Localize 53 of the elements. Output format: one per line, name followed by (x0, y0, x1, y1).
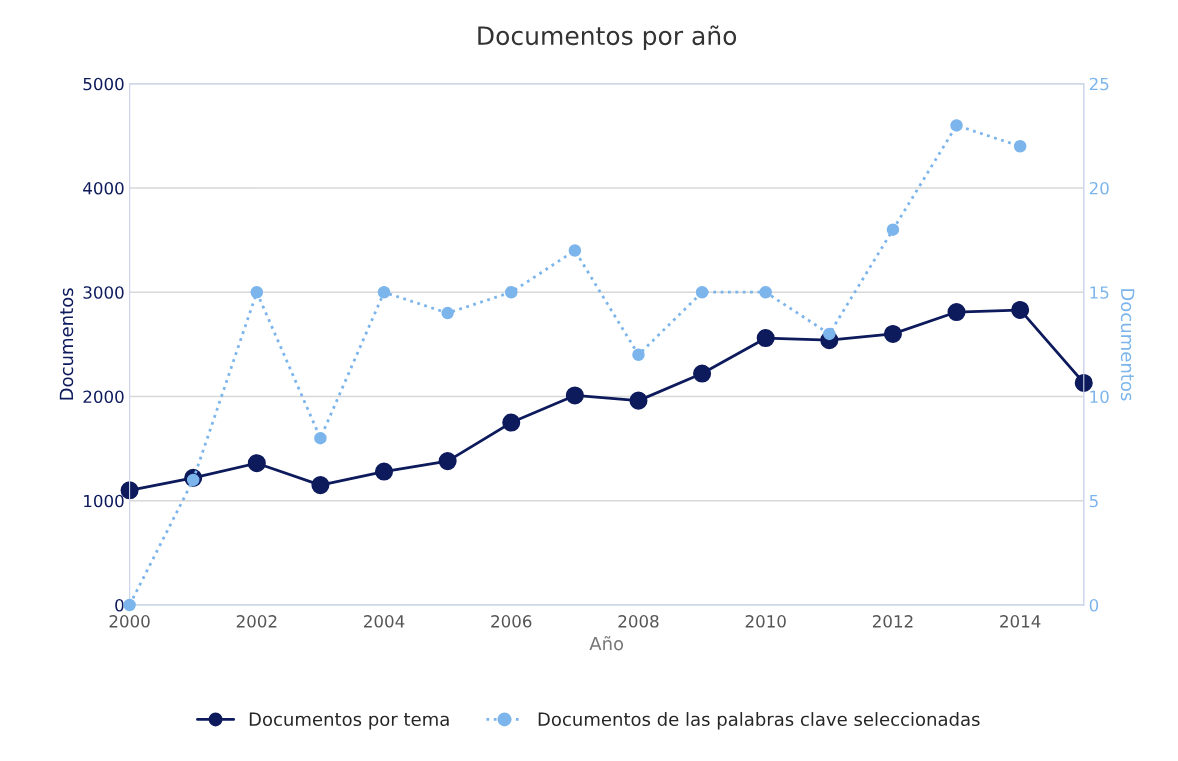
y-tick-label: 0 (115, 598, 124, 612)
point (1011, 300, 1030, 319)
point (250, 285, 264, 299)
x-tick-label: 2010 (745, 615, 786, 628)
point (374, 462, 394, 481)
point (441, 306, 454, 320)
y2-tick-label: 5 (1089, 494, 1098, 508)
y-tick-label: 2000 (83, 390, 124, 404)
x-tick-label: 2006 (491, 615, 532, 628)
y-tick-label: 1000 (84, 494, 124, 508)
point (947, 303, 966, 322)
point (695, 285, 709, 299)
point (123, 598, 136, 612)
point (568, 244, 582, 257)
point (505, 285, 518, 299)
x-tick-label: 2002 (236, 615, 277, 628)
y2-tick-label: 10 (1090, 390, 1109, 404)
chart-title: Documentos por año (478, 25, 737, 51)
point (247, 454, 266, 473)
point (886, 223, 900, 236)
point (823, 327, 836, 341)
y-tick-label: 3000 (83, 286, 124, 299)
point (314, 431, 327, 445)
point (629, 391, 648, 410)
point (632, 348, 645, 362)
point (377, 285, 391, 299)
legend-label: Documentos de las palabras clave seleccionadas (538, 712, 980, 730)
point (565, 386, 584, 405)
y2-tick-label: 0 (1089, 598, 1099, 612)
legend-label: Documentos por tema (249, 712, 449, 730)
x-tick-label: 2014 (1000, 615, 1041, 628)
point (1013, 140, 1027, 153)
point (502, 413, 521, 432)
point (693, 364, 712, 383)
point (1074, 373, 1093, 392)
y2-tick-label: 15 (1090, 286, 1109, 299)
x-tick-label: 2000 (109, 615, 150, 628)
y2-tick-label: 25 (1089, 77, 1109, 91)
y-tick-label: 4000 (83, 181, 124, 195)
x-tick-label: 2012 (872, 615, 913, 628)
point (438, 452, 457, 471)
x-tick-label: 2004 (364, 615, 405, 628)
point (883, 324, 902, 343)
point (759, 285, 772, 299)
y-axis-title: Documentos (59, 288, 74, 400)
y2-axis-title: Documentos (1120, 289, 1135, 401)
point (756, 329, 775, 348)
y-tick-label: 5000 (83, 77, 124, 91)
point (950, 119, 963, 132)
point (311, 476, 330, 495)
x-axis-title: Año (589, 636, 624, 651)
y2-tick-label: 20 (1089, 181, 1109, 195)
x-tick-label: 2008 (618, 615, 659, 628)
